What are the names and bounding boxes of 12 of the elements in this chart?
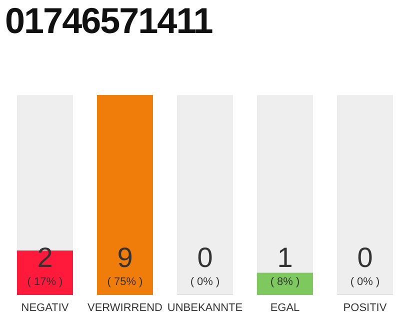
data-label: 9 ( 75% )	[107, 242, 143, 288]
x-tick-label: VERWIRREND	[88, 302, 163, 314]
x-tick-label: POSITIV	[343, 302, 388, 314]
data-label: 0 ( 0% )	[190, 242, 220, 288]
x-tick-label: EGAL	[270, 302, 300, 314]
data-label: 1 ( 8% )	[270, 242, 300, 288]
bar	[257, 272, 313, 295]
x-tick-label: NEGATIV	[21, 302, 70, 314]
chart-title: 01746571411	[5, 0, 212, 42]
data-label: 2 ( 17% )	[27, 242, 63, 288]
data-label: 0 ( 0% )	[350, 242, 380, 288]
x-tick-label: UNBEKANNTE	[167, 302, 243, 314]
